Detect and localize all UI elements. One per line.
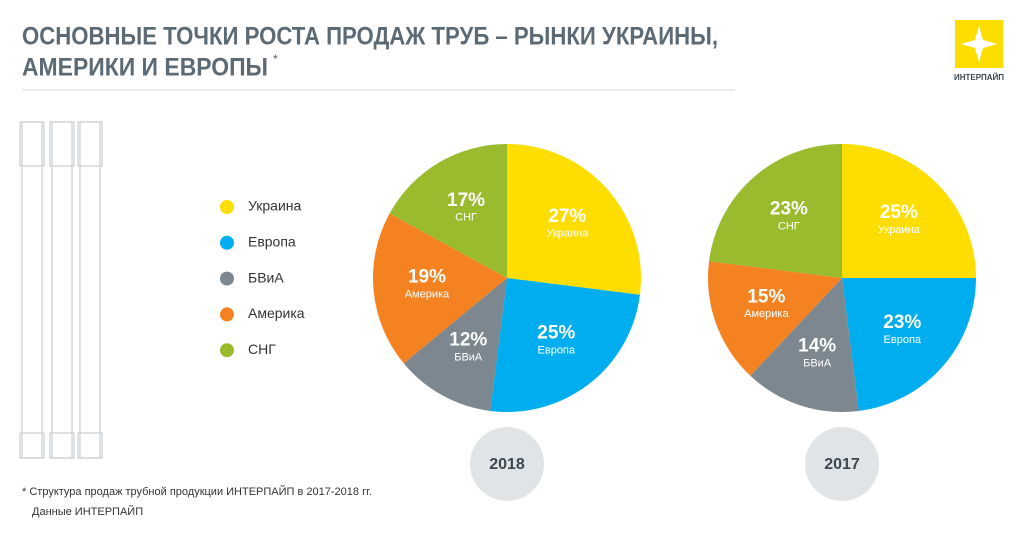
slice-value-label: 19%	[408, 267, 446, 288]
slice-value-label: 27%	[548, 206, 586, 227]
slice-value-label: 23%	[883, 312, 921, 333]
slice-category-label: Америка	[744, 308, 789, 320]
slice-category-label: Европа	[884, 334, 922, 346]
legend-label: Украина	[248, 198, 302, 214]
slice-value-label: 15%	[747, 286, 785, 307]
legend-swatch	[220, 307, 234, 322]
footnote: * Структура продаж трубной продукции ИНТ…	[22, 485, 372, 498]
year-label: 2017	[824, 456, 860, 473]
title-mark: *	[273, 52, 278, 66]
pie-slice	[403, 278, 507, 411]
slice-value-label: 14%	[798, 335, 836, 356]
slice-value-label: 17%	[447, 190, 485, 211]
slice-category-label: БВиА	[454, 351, 483, 363]
pie-slice	[842, 278, 976, 411]
legend-swatch	[220, 235, 234, 250]
title: ОСНОВНЫЕ ТОЧКИ РОСТА ПРОДАЖ ТРУБ – РЫНКИ…	[22, 23, 718, 51]
slice-category-label: СНГ	[778, 221, 800, 233]
legend-swatch	[220, 343, 234, 358]
pie-slice	[490, 278, 640, 413]
slice-category-label: Америка	[405, 288, 450, 300]
slice-value-label: 12%	[449, 329, 487, 350]
slice-category-label: БВиА	[803, 357, 832, 369]
pie-slice	[372, 213, 507, 364]
legend-label: Европа	[248, 234, 296, 250]
pipes-decoration	[19, 121, 103, 459]
pie-slice	[842, 144, 976, 278]
pie-slice	[707, 261, 842, 376]
pie-slice	[709, 144, 842, 278]
slice-category-label: СНГ	[455, 212, 477, 224]
logo-star	[961, 26, 997, 62]
legend-label: СНГ	[248, 341, 276, 357]
logo: ИНТЕРПАЙП	[954, 20, 1004, 82]
slice-value-label: 25%	[880, 202, 918, 223]
year-label: 2018	[489, 456, 525, 473]
pie-slice	[507, 144, 641, 295]
legend-swatch	[220, 271, 234, 286]
legend-swatch	[220, 200, 234, 214]
legend-label: БВиА	[248, 269, 284, 285]
year-badge	[470, 427, 544, 501]
pie-slice	[750, 278, 859, 412]
slice-category-label: Украина	[878, 224, 921, 236]
title: АМЕРИКИ И ЕВРОПЫ	[22, 54, 268, 82]
slice-value-label: 25%	[537, 323, 575, 344]
footnote: Данные ИНТЕРПАЙП	[32, 505, 143, 518]
pie-slice	[389, 144, 507, 278]
slice-category-label: Украина	[546, 228, 589, 240]
year-badge	[805, 427, 879, 501]
legend-label: Америка	[248, 305, 305, 321]
logo-text: ИНТЕРПАЙП	[954, 73, 1004, 82]
slice-category-label: Европа	[538, 344, 576, 356]
slice-value-label: 23%	[770, 199, 808, 220]
